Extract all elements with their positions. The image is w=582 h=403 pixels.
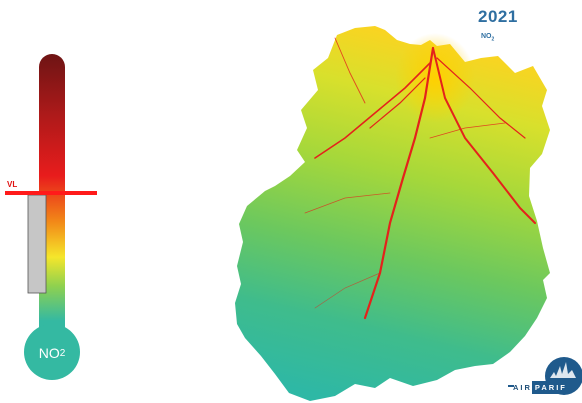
- logo-text-air: AIR: [513, 383, 532, 392]
- logo-arrow: [508, 385, 514, 387]
- bulb-label-text: NO: [38, 345, 60, 361]
- year-title: 2021: [478, 7, 518, 26]
- no2-concentration-map: [235, 26, 550, 401]
- road-local-1: [429, 122, 506, 139]
- road-a10: [314, 62, 431, 159]
- pollutant-name: NO: [481, 33, 492, 40]
- logo-skyline: [550, 362, 576, 378]
- road-n118: [369, 77, 426, 129]
- hotspot-north: [395, 33, 475, 123]
- limit-value-label: VL: [7, 180, 18, 189]
- road-east: [436, 57, 526, 139]
- logo-text-parif: PARIF: [531, 381, 569, 394]
- road-network: [304, 37, 536, 320]
- road-n20: [432, 47, 536, 224]
- airparif-logo-text: AIR PARIF: [513, 381, 569, 394]
- pollutant-subtitle: NO2: [481, 33, 494, 42]
- limit-value-line: [5, 191, 97, 195]
- bulb-label: NO 2: [24, 330, 80, 376]
- thermometer-scale: [5, 54, 97, 380]
- bulb-label-subscript: 2: [59, 347, 66, 359]
- road-local-2: [304, 192, 391, 214]
- road-local-4: [334, 37, 366, 104]
- pollutant-subscript: 2: [491, 36, 495, 43]
- current-level-bar: [27, 194, 47, 294]
- road-local-3: [314, 272, 381, 309]
- thermometer-bulb: [24, 324, 80, 380]
